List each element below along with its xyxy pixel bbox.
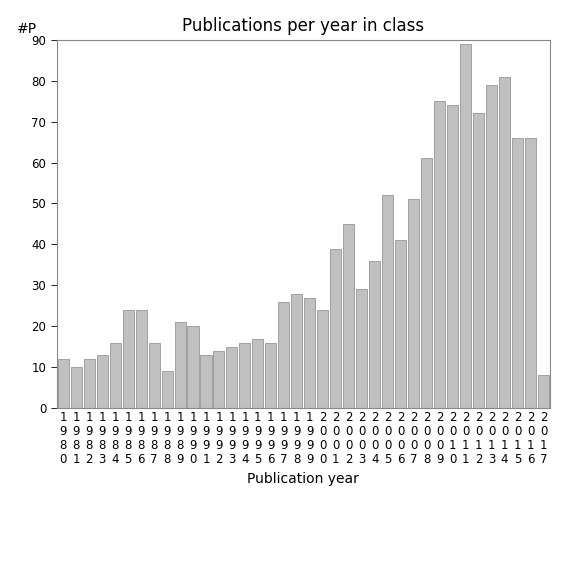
Bar [239,342,251,408]
Text: #P: #P [17,22,37,36]
Bar [382,195,393,408]
Bar [291,294,302,408]
Bar [252,338,264,408]
Bar [343,224,354,408]
Bar [331,248,341,408]
Bar [226,347,238,408]
Bar [58,359,69,408]
Bar [486,84,497,408]
Bar [122,310,134,408]
Title: Publications per year in class: Publications per year in class [182,18,425,35]
Bar [149,342,159,408]
Bar [525,138,536,408]
Bar [460,44,471,408]
Bar [136,310,147,408]
Bar [369,261,380,408]
Bar [84,359,95,408]
Bar [175,322,185,408]
X-axis label: Publication year: Publication year [247,472,359,485]
Bar [408,200,419,408]
Bar [278,302,289,408]
Bar [473,113,484,408]
Bar [395,240,406,408]
Bar [201,355,211,408]
Bar [512,138,523,408]
Bar [447,105,458,408]
Bar [96,355,108,408]
Bar [421,158,432,408]
Bar [162,371,172,408]
Bar [434,101,445,408]
Bar [188,327,198,408]
Bar [304,298,315,408]
Bar [356,290,367,408]
Bar [109,342,121,408]
Bar [499,77,510,408]
Bar [538,375,549,408]
Bar [318,310,328,408]
Bar [71,367,82,408]
Bar [265,342,276,408]
Bar [213,351,225,408]
